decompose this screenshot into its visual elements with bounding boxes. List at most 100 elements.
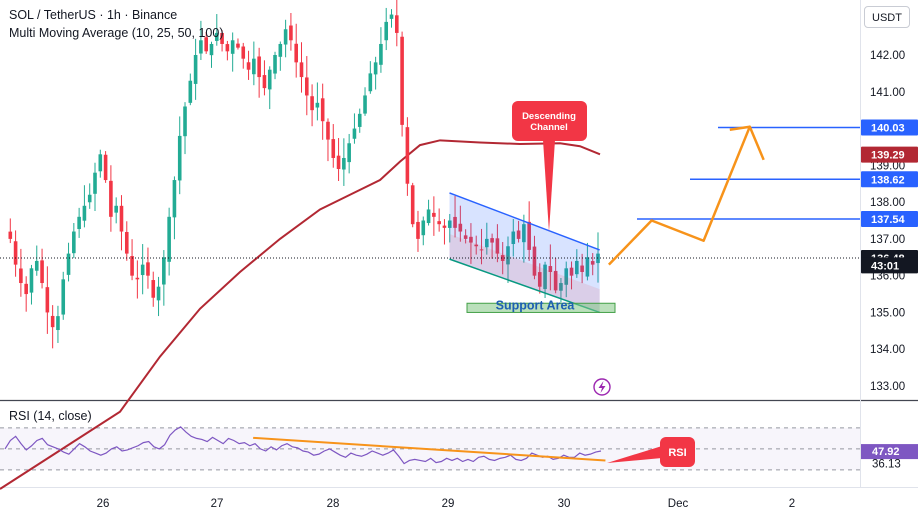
price-pane	[0, 0, 860, 400]
candle-up	[167, 216, 171, 262]
price-badge-label: 43:01	[871, 260, 899, 272]
candle-up	[114, 205, 118, 213]
symbol-title: SOL / TetherUS · 1h · Binance	[9, 8, 178, 22]
rsi-callout-box	[660, 437, 695, 467]
rsi-axis-label: 36.13	[872, 458, 901, 470]
rsi-line	[4, 426, 602, 465]
candle-down	[331, 139, 336, 158]
candle-down	[304, 77, 309, 96]
candle-up	[564, 268, 569, 285]
descending-channel-lower-fill	[449, 234, 600, 313]
candle-up	[278, 43, 283, 57]
candle-down	[458, 223, 463, 232]
candle-up	[273, 55, 277, 74]
candle-up	[447, 220, 452, 228]
candle-up	[363, 95, 367, 114]
candle-down	[225, 44, 230, 52]
candle-up	[522, 224, 526, 243]
price-badge	[861, 257, 918, 274]
support-area-box	[466, 302, 616, 313]
candle-up	[199, 40, 203, 54]
candle-up	[357, 113, 362, 127]
candle-up	[140, 264, 145, 276]
time-tick-label: 30	[558, 498, 571, 510]
candle-up	[368, 73, 373, 92]
candle-down	[537, 272, 542, 287]
candle-down	[580, 265, 584, 272]
candle-down	[395, 15, 399, 33]
candle-down	[50, 315, 55, 328]
lightning-icon	[593, 378, 611, 396]
candle-up	[384, 21, 389, 41]
rsi-callout: RSI	[607, 437, 695, 467]
time-tick-label: 26	[97, 498, 110, 510]
candle-up	[585, 257, 590, 277]
candle-down	[294, 43, 299, 63]
candle-down	[442, 225, 447, 228]
candle-up	[98, 154, 103, 172]
candle-up	[506, 246, 510, 265]
candle-up	[193, 55, 198, 84]
candle-up	[485, 238, 489, 248]
candle-up	[77, 216, 81, 230]
candle-up	[93, 172, 97, 194]
candle-up	[214, 32, 219, 41]
price-badge-label: 138.62	[871, 174, 905, 186]
candle-up	[352, 128, 357, 139]
candle-up	[230, 40, 235, 54]
candle-down	[119, 205, 124, 232]
candle-up	[162, 257, 166, 285]
candle-down	[479, 249, 484, 251]
callout-pointer	[543, 140, 555, 232]
candle-down	[410, 185, 415, 225]
rsi-title: RSI (14, close)	[9, 409, 92, 423]
time-tick-label: 28	[327, 498, 340, 510]
callout-text-2: Channel	[530, 122, 567, 133]
time-tick-label: 27	[211, 498, 224, 510]
callout-text-1: Descending	[522, 111, 576, 122]
candle-up	[373, 62, 378, 75]
candle-down	[13, 241, 18, 265]
candle-up	[252, 58, 256, 75]
candle-down	[516, 230, 521, 239]
candle-up	[156, 286, 161, 301]
candle-down	[124, 231, 129, 254]
forecast-arrowhead	[729, 125, 750, 131]
candle-down	[103, 154, 108, 181]
moving-average-line	[0, 139, 601, 490]
time-tick-label: 29	[442, 498, 455, 510]
candle-down	[151, 280, 156, 298]
candle-down	[236, 43, 240, 48]
time-tick-label: 2	[789, 498, 795, 510]
price-badge-label: 139.29	[871, 150, 905, 162]
candle-down	[19, 268, 23, 284]
candle-down	[262, 75, 267, 89]
candle-up	[34, 260, 39, 271]
candle-up	[511, 231, 516, 245]
candle-down	[548, 266, 553, 272]
rsi-value-label: 47.92	[872, 446, 900, 458]
candle-down	[326, 121, 330, 140]
candle-down	[569, 267, 574, 276]
candle-down	[40, 260, 44, 284]
descending-channel-fill	[449, 192, 600, 313]
candle-up	[209, 43, 214, 56]
currency-button[interactable]: USDT	[864, 6, 910, 28]
candle-down	[310, 96, 314, 111]
candle-down	[130, 256, 134, 276]
candle-down	[241, 46, 246, 59]
candle-down	[109, 180, 113, 217]
candle-down	[336, 155, 341, 170]
candle-down	[469, 236, 473, 243]
candle-up	[389, 14, 394, 19]
candle-down	[463, 235, 468, 239]
candle-down	[146, 262, 150, 276]
candle-up	[379, 43, 383, 65]
forecast-path	[607, 125, 765, 266]
rsi-callout-pointer	[607, 446, 662, 463]
channel-upper-line	[449, 192, 600, 251]
candle-up	[267, 69, 272, 90]
candle-up	[421, 220, 426, 236]
